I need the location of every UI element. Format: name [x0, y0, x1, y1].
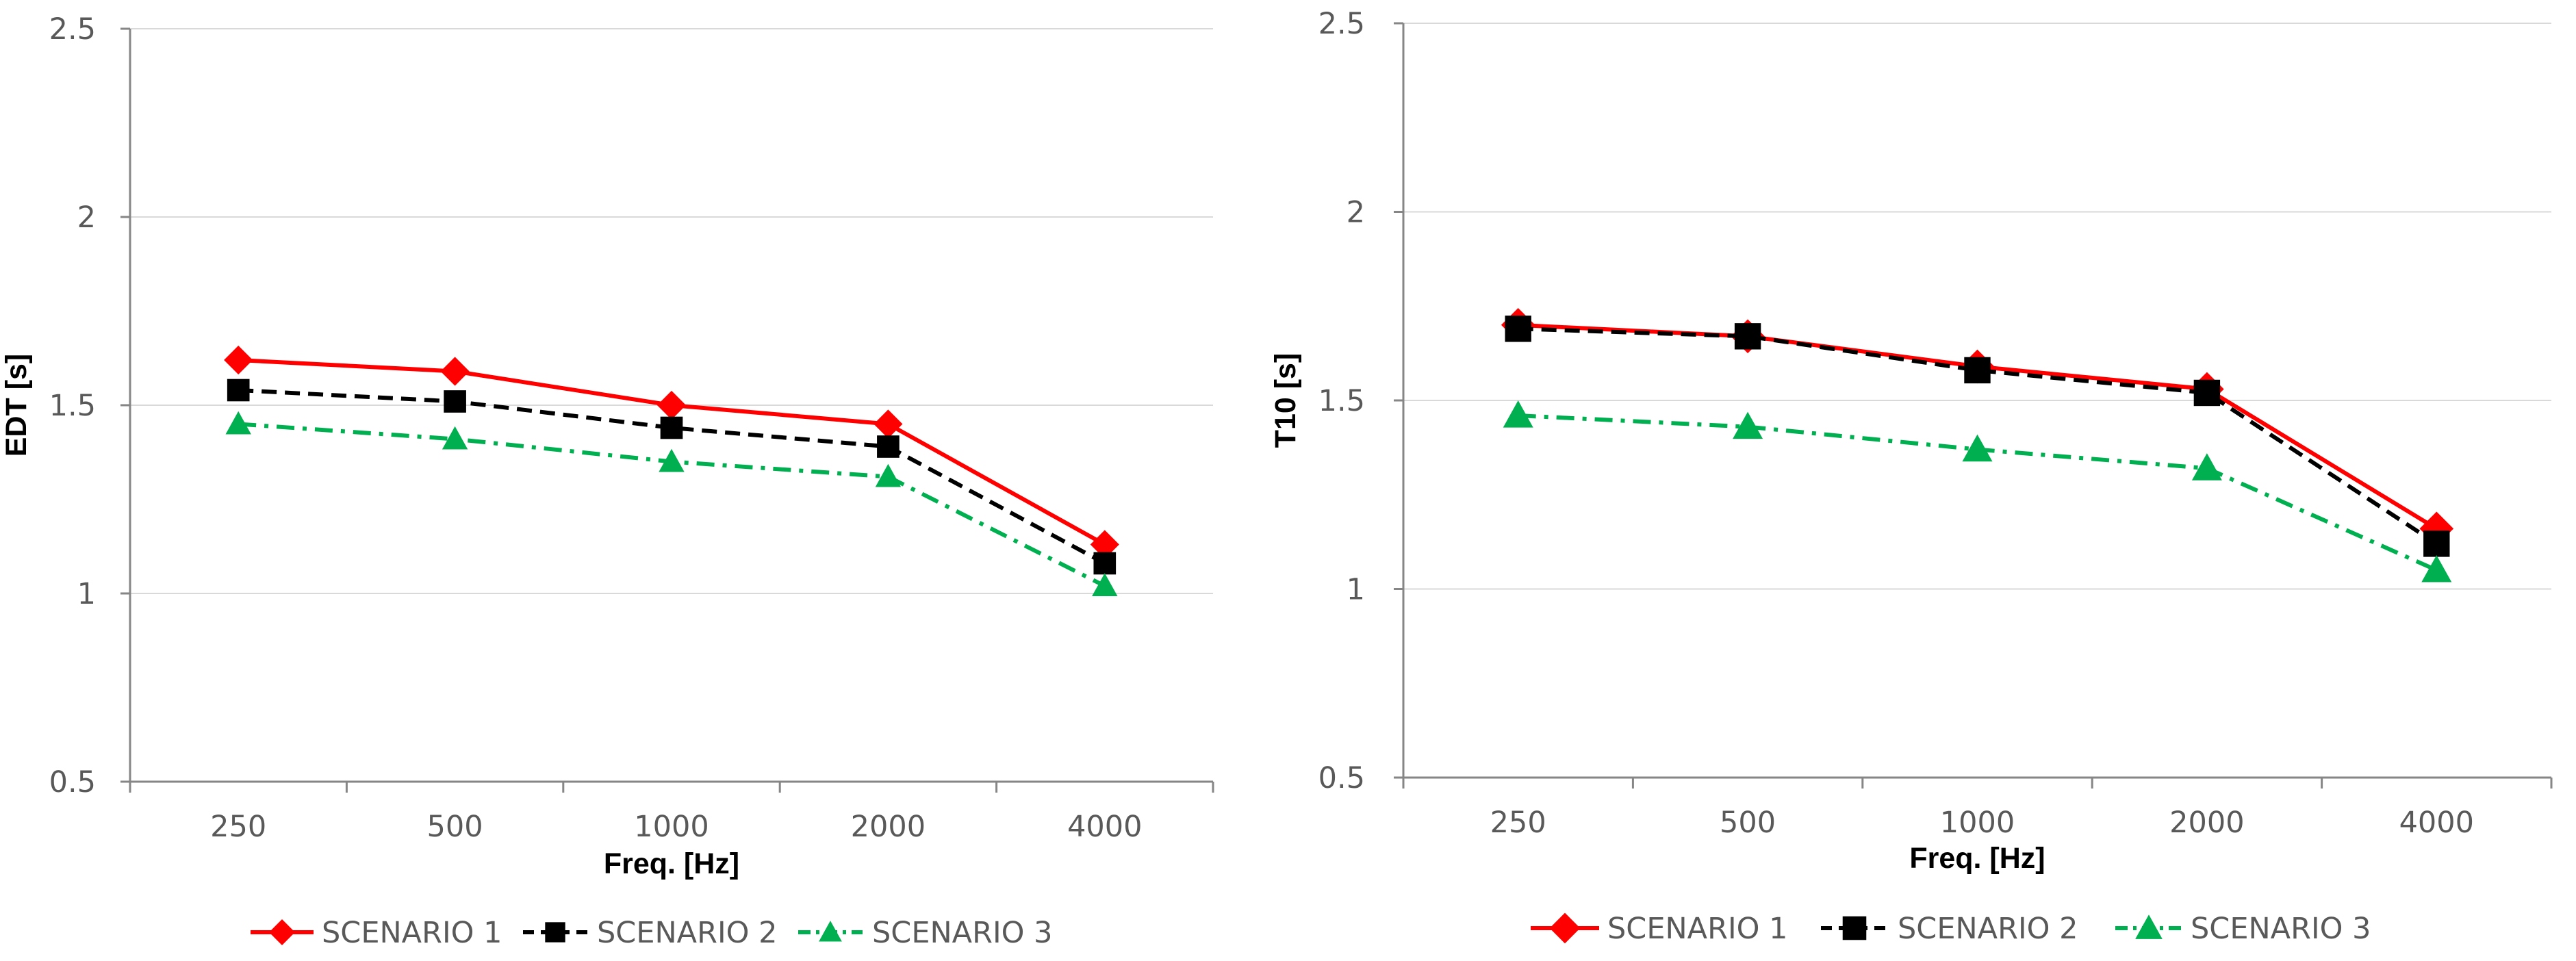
x-tick-label: 250 — [210, 810, 266, 844]
legend-label: SCENARIO 3 — [872, 916, 1053, 950]
chart-2: 0.5 1 1.5 2 2.5 250 500 1000 2000 4000 Freq. [Hz] T… — [1269, 7, 2553, 946]
y-tick-label: 2.5 — [49, 12, 96, 47]
charts: 0.5 1 1.5 2 2.5 250 500 1000 2000 4000 Freq. [Hz] E… — [0, 7, 2553, 950]
data-point — [440, 357, 470, 386]
data-point — [1090, 530, 1119, 559]
legend-marker — [269, 919, 295, 945]
y-tick-label: 1.5 — [1318, 384, 1365, 418]
legend: SCENARIO 1 SCENARIO 2 SCENARIO 3 — [251, 916, 1053, 950]
data-point — [227, 379, 250, 402]
y-tick-label: 2 — [1347, 196, 1365, 230]
legend-marker — [819, 921, 842, 942]
legend-label: SCENARIO 1 — [322, 916, 502, 950]
y-tick-label: 0.5 — [1318, 761, 1365, 795]
y-tick-label: 2 — [77, 201, 96, 235]
x-tick-label: 4000 — [1067, 810, 1142, 844]
y-tick-label: 1.5 — [49, 389, 96, 423]
data-point — [1503, 400, 1533, 428]
legend-label: SCENARIO 2 — [597, 916, 778, 950]
series-3 — [1503, 400, 2452, 582]
y-tick-label: 0.5 — [49, 765, 96, 799]
series-line — [238, 388, 1106, 565]
x-tick-label: 500 — [427, 810, 483, 844]
data-point — [224, 345, 253, 375]
series-1 — [224, 345, 1119, 559]
x-tick-label: 250 — [1490, 806, 1546, 840]
series-line — [1518, 326, 2438, 546]
data-point — [1964, 357, 1991, 384]
chart-1: 0.5 1 1.5 2 2.5 250 500 1000 2000 4000 Freq. [Hz] E… — [0, 12, 1214, 950]
data-point — [875, 463, 902, 487]
data-point — [2193, 379, 2221, 407]
x-tick-label: 2000 — [851, 810, 926, 844]
legend-label: SCENARIO 1 — [1607, 912, 1788, 946]
data-point — [2419, 511, 2454, 546]
series-2 — [227, 379, 1117, 575]
data-point — [659, 448, 685, 472]
series-2 — [1505, 316, 2450, 557]
data-point — [1733, 411, 1763, 439]
series-3 — [225, 411, 1118, 596]
data-point — [2423, 530, 2450, 557]
x-tick-label: 1000 — [1940, 806, 2015, 840]
y-tick-label: 2.5 — [1318, 7, 1365, 41]
x-tick-label: 2000 — [2169, 806, 2244, 840]
data-point — [225, 411, 251, 435]
x-tick-label: 4000 — [2399, 806, 2474, 840]
legend-marker — [2135, 914, 2163, 939]
data-point — [1093, 552, 1117, 575]
data-point — [877, 435, 900, 458]
legend-marker — [545, 922, 565, 943]
legend-label: SCENARIO 3 — [2191, 912, 2371, 946]
data-point — [660, 416, 683, 439]
data-point — [1734, 323, 1761, 350]
y-axis-title: T10 [s] — [1269, 353, 1302, 448]
data-point — [442, 426, 468, 450]
data-point — [1505, 316, 1531, 342]
data-point — [656, 390, 687, 420]
legend-label: SCENARIO 2 — [1898, 912, 2078, 946]
x-tick-label: 500 — [1720, 806, 1776, 840]
y-tick-label: 1 — [77, 577, 96, 611]
y-tick-label: 1 — [1347, 573, 1365, 607]
y-axis-title: EDT [s] — [0, 354, 33, 457]
x-axis-title: Freq. [Hz] — [604, 847, 739, 880]
data-point — [2191, 453, 2222, 480]
data-point — [873, 409, 903, 439]
data-point — [444, 390, 466, 413]
legend-marker — [1549, 912, 1581, 944]
data-point — [1092, 573, 1118, 596]
x-tick-label: 1000 — [634, 810, 709, 844]
legend: SCENARIO 1 SCENARIO 2 SCENARIO 3 — [1531, 912, 2371, 946]
data-point — [1962, 434, 1993, 462]
legend-marker — [1842, 916, 1867, 940]
data-point — [2421, 554, 2452, 582]
x-axis-title: Freq. [Hz] — [1909, 842, 2045, 875]
